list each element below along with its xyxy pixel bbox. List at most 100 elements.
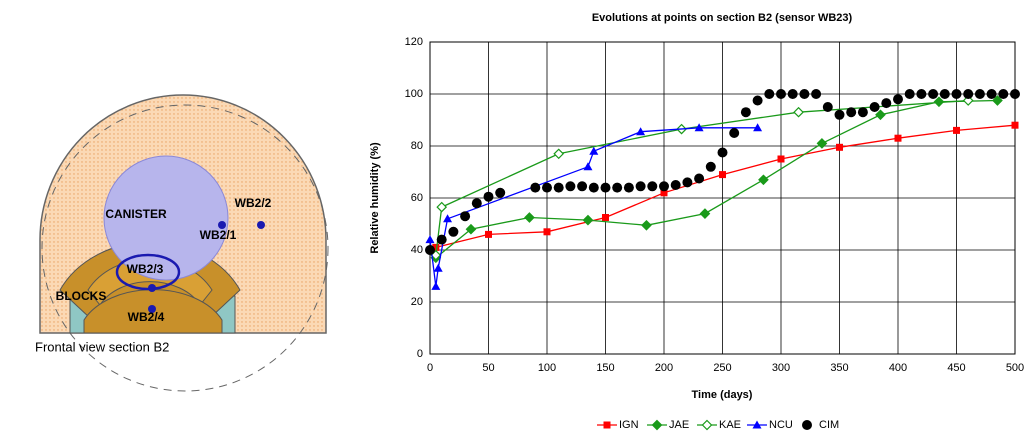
x-tick-label: 250 [713,362,731,374]
marker [623,182,634,193]
label: WB2/2 [235,196,272,210]
marker [635,181,646,192]
marker [436,234,447,245]
marker [953,126,960,134]
marker [881,98,892,109]
marker [612,182,623,193]
marker [834,109,845,120]
marker [752,95,763,106]
marker [802,420,812,430]
x-tick-label: 450 [947,362,965,374]
marker [636,127,646,136]
sensor [148,284,156,292]
y-tick-label: 80 [411,140,423,152]
marker [894,134,902,142]
legend-label: NCU [769,419,793,431]
marker [659,181,669,192]
series-line [435,124,1016,249]
marker [869,102,880,112]
marker [752,420,762,429]
marker [753,123,763,132]
label: WB2/3 [127,262,164,276]
marker [846,107,857,118]
marker [443,214,453,223]
y-tick-label: 60 [411,192,423,204]
marker [717,147,728,158]
marker [793,106,804,118]
marker [694,173,705,184]
canister [103,155,229,281]
marker [603,421,611,429]
marker [777,155,785,163]
y-tick-label: 40 [411,244,423,256]
marker [719,171,726,179]
x-tick-label: 150 [596,362,614,374]
marker [816,138,828,149]
marker [588,182,599,193]
marker [553,148,565,160]
marker [998,89,1009,99]
marker [641,219,652,231]
marker [963,89,974,99]
marker [425,235,435,244]
legend-label: JAE [669,419,689,431]
chart-title: Evolutions at points on section B2 (sens… [592,12,853,24]
chart: Evolutions at points on section B2 (sens… [369,12,1024,431]
x-tick-label: 500 [1006,362,1024,374]
marker [729,128,740,138]
label: CANISTER [105,207,167,221]
x-tick-label: 300 [772,362,790,374]
marker [436,201,448,213]
marker [787,89,798,99]
legend-label: KAE [719,419,741,431]
dashed-circle [41,104,329,392]
marker [928,89,939,99]
x-tick-label: 0 [427,362,433,374]
marker [699,208,711,219]
marker [670,180,681,190]
y-tick-label: 120 [405,36,423,48]
sensor [148,305,156,313]
marker [602,214,609,221]
marker [822,102,833,112]
x-axis-title: Time (days) [692,389,753,401]
x-tick-label: 50 [482,362,494,374]
x-tick-label: 400 [889,362,907,374]
marker [1010,89,1020,99]
legend-item: CIM [802,419,839,431]
legend-item: NCU [747,419,793,431]
marker [893,94,903,105]
x-tick-label: 350 [830,362,848,374]
label: WB2/1 [200,228,237,242]
marker [460,211,471,222]
marker [651,419,663,431]
marker [992,95,1003,106]
sensor [257,221,265,229]
marker [682,177,693,188]
marker [600,182,611,193]
legend-label: CIM [819,419,839,431]
marker [425,245,435,255]
y-tick-label: 0 [417,348,423,360]
marker [582,214,594,226]
marker [431,281,441,290]
marker [485,230,492,238]
marker [758,174,769,186]
marker [951,89,962,99]
y-tick-label: 20 [411,296,423,308]
label: BLOCKS [56,289,107,303]
legend-item: IGN [597,419,639,431]
legend-label: IGN [619,419,639,431]
marker [465,223,477,235]
marker [542,182,552,193]
plot-frame [429,41,1016,355]
legend-item: KAE [697,419,741,431]
marker [776,89,786,99]
wb23-zone [115,253,181,291]
y-tick-label: 100 [405,88,423,100]
marker [986,89,997,99]
marker [875,109,886,121]
marker [694,123,704,132]
caption: Frontal view section B2 [35,339,169,354]
